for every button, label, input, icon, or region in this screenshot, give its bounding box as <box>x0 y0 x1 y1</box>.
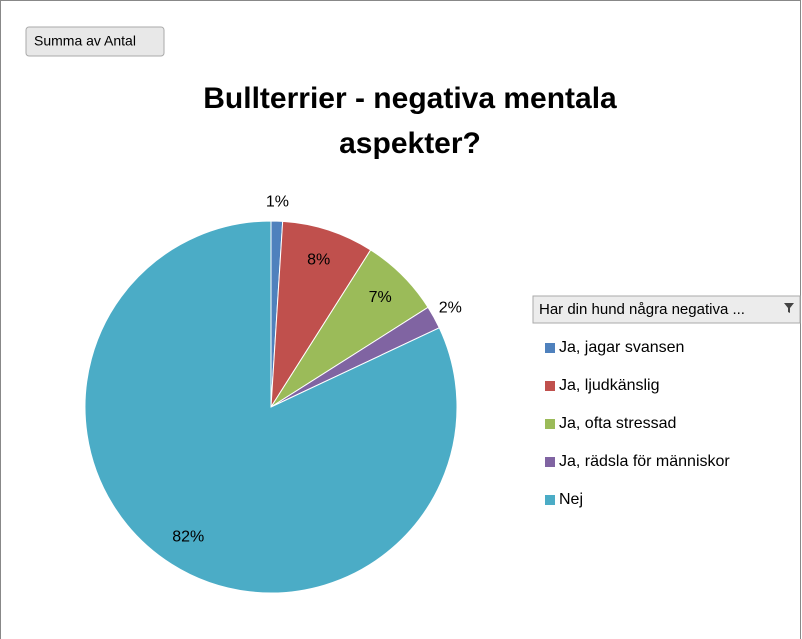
legend-swatch <box>545 457 555 467</box>
legend-header[interactable]: Har din hund några negativa ... <box>532 295 801 324</box>
legend-label: Ja, ljudkänslig <box>559 377 660 394</box>
data-label: 7% <box>369 289 392 306</box>
legend-swatch <box>545 419 555 429</box>
legend-label: Ja, ofta stressad <box>559 415 676 432</box>
data-label: 2% <box>439 300 462 317</box>
chart-title: Bullterrier - negativa mentala <box>203 82 617 115</box>
field-button[interactable]: Summa av Antal <box>25 26 165 57</box>
pie-slice <box>270 220 372 408</box>
data-label: 82% <box>172 529 204 546</box>
legend-header-box[interactable] <box>532 295 801 324</box>
legend-title: Har din hund några negativa ... <box>539 301 745 318</box>
legend-label: Nej <box>559 491 583 508</box>
data-label: 8% <box>307 251 330 268</box>
chart-title: aspekter? <box>339 127 481 160</box>
legend-swatch <box>545 495 555 505</box>
field-button-box[interactable] <box>25 26 165 57</box>
legend-label: Ja, rädsla för människor <box>559 453 730 470</box>
filter-icon[interactable] <box>784 303 794 313</box>
field-button-label[interactable]: Summa av Antal <box>34 33 136 49</box>
legend-swatch <box>545 343 555 353</box>
legend-swatch <box>545 381 555 391</box>
legend-label: Ja, jagar svansen <box>559 339 684 356</box>
pie-slice <box>84 220 458 594</box>
data-label: 1% <box>266 194 289 211</box>
